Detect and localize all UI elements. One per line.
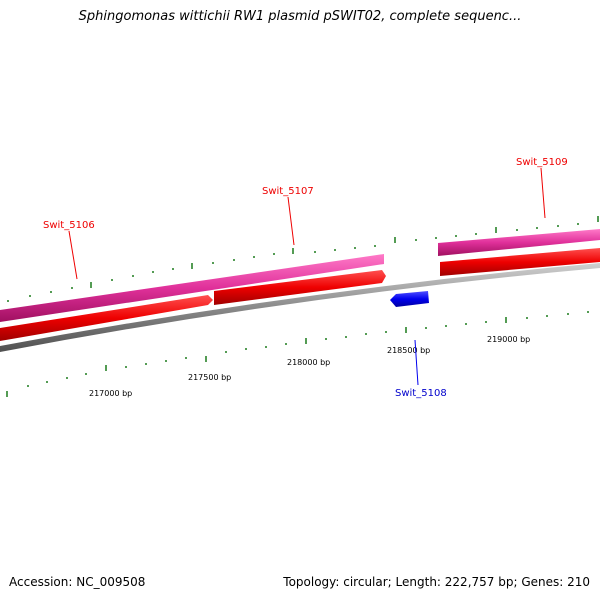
leader-line-swit-5109 xyxy=(540,167,546,219)
outer-tick-row xyxy=(7,216,599,302)
leader-line-swit-5106 xyxy=(68,230,78,280)
tick-label-218500: 218500 bp xyxy=(387,346,430,355)
gene-leader-lines xyxy=(68,167,546,386)
gene-arrow-swit-5107[interactable] xyxy=(214,270,386,305)
gene-labels: Swit_5106 Swit_5107 Swit_5108 Swit_5109 xyxy=(43,157,568,399)
gene-arrow-swit-5108[interactable] xyxy=(390,291,429,307)
gene-label-swit-5106[interactable]: Swit_5106 xyxy=(43,220,95,231)
gene-label-swit-5107[interactable]: Swit_5107 xyxy=(262,186,314,197)
map-title: Sphingomonas wittichii RW1 plasmid pSWIT… xyxy=(78,9,522,24)
tick-label-219000: 219000 bp xyxy=(487,335,530,344)
tick-label-217000: 217000 bp xyxy=(89,389,132,398)
cds-track xyxy=(0,229,600,322)
inner-tick-row xyxy=(6,311,589,397)
sequence-backbone xyxy=(0,263,600,352)
gene-arrow-swit-5109[interactable] xyxy=(440,248,600,276)
tick-label-217500: 217500 bp xyxy=(188,373,231,382)
topology-stats-text: Topology: circular; Length: 222,757 bp; … xyxy=(283,575,590,589)
leader-line-swit-5107 xyxy=(287,196,295,246)
tick-label-218000: 218000 bp xyxy=(287,358,330,367)
tick-labels: 217000 bp 217500 bp 218000 bp 218500 bp … xyxy=(89,335,530,398)
gene-label-swit-5109[interactable]: Swit_5109 xyxy=(516,157,568,168)
gene-arrow-swit-5106[interactable] xyxy=(0,295,213,341)
leader-line-swit-5108 xyxy=(414,339,419,386)
accession-text: Accession: NC_009508 xyxy=(9,575,146,589)
forward-gene-arrows xyxy=(0,248,600,341)
gene-label-swit-5108[interactable]: Swit_5108 xyxy=(395,388,447,399)
